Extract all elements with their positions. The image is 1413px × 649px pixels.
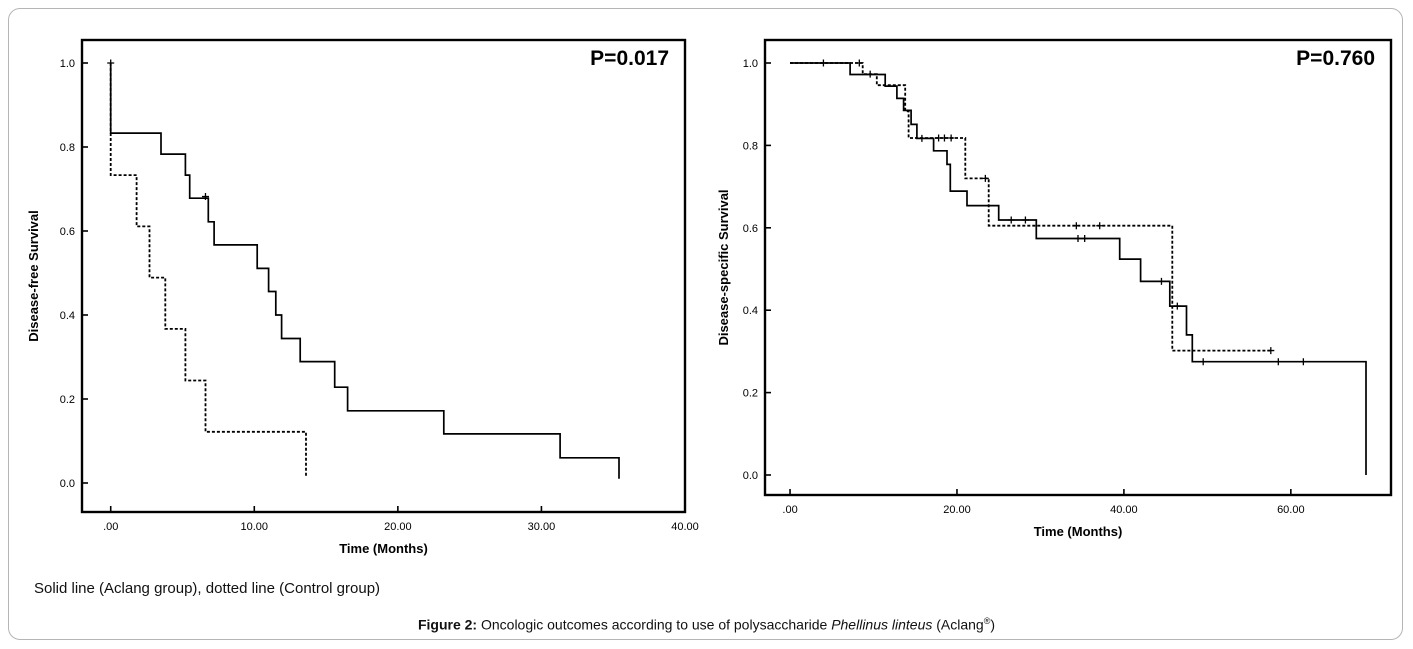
- dss-ytick-label: 0.2: [743, 388, 758, 400]
- dss-ytick-label: 0.6: [743, 223, 758, 235]
- dss-censor-mark: [981, 174, 989, 182]
- dss-censor-mark: [1021, 216, 1029, 224]
- dfs-ytick-label: 0.2: [60, 394, 75, 406]
- dfs-ytick-label: 0.6: [60, 226, 75, 238]
- dss-censor-mark: [1157, 277, 1165, 285]
- dss-censor-mark: [1274, 358, 1282, 366]
- caption-species: Phellinus linteus: [831, 616, 933, 633]
- dss-censor-mark: [866, 70, 874, 78]
- dss-censor-mark: [1096, 222, 1104, 230]
- dss-ytick-label: 0.0: [743, 470, 758, 482]
- dss-xtick-label: 20.00: [943, 504, 971, 516]
- dss-censor-mark: [935, 134, 943, 142]
- dss-censor-mark: [1267, 347, 1275, 355]
- dss-xlabel: Time (Months): [1034, 524, 1123, 539]
- caption-text: Oncologic outcomes according to use of p…: [480, 616, 828, 633]
- dfs-xtick-label: 30.00: [528, 521, 556, 533]
- dss-series-control-line: [790, 62, 1270, 352]
- dfs-xtick-label: .00: [103, 521, 118, 533]
- dss-ylabel: Disease-specific Survival: [716, 189, 731, 345]
- dfs-xlabel: Time (Months): [339, 541, 428, 556]
- dfs-ytick-label: 0.0: [60, 478, 75, 490]
- figure-frame: [8, 8, 1403, 640]
- dss-censor-mark: [940, 134, 948, 142]
- dfs-ylabel: Disease-free Survival: [26, 210, 41, 342]
- dss-censor-mark: [1299, 358, 1307, 366]
- legend-note: Solid line (Aclang group), dotted line (…: [34, 580, 381, 597]
- dss-ytick-label: 0.8: [743, 140, 758, 152]
- dfs-ytick-label: 0.8: [60, 142, 75, 154]
- caption-reg: ®: [983, 616, 991, 626]
- dss-ytick-label: 1.0: [743, 58, 758, 70]
- caption-label: Figure 2:: [417, 616, 478, 633]
- dfs-censor-mark: [201, 193, 209, 201]
- dfs-p-value: P=0.017: [590, 47, 669, 70]
- dfs-xtick-label: 10.00: [241, 521, 269, 533]
- dss-series-aclang-line: [790, 62, 1367, 475]
- dfs-series-control-line: [109, 63, 307, 477]
- dss-xtick-label: 40.00: [1110, 504, 1138, 516]
- disease-free-survival-chart: 0.0 0.2 0.4 0.6 0.8 1.0 .00 10.00 20.00 30.00 40.0…: [26, 38, 699, 556]
- dss-censor-mark: [1199, 358, 1207, 366]
- dss-xtick-label: 60.00: [1277, 504, 1305, 516]
- dfs-ytick-label: 0.4: [60, 310, 75, 322]
- dss-censor-mark: [947, 134, 955, 142]
- dss-plot-frame: [763, 38, 1393, 497]
- dss-p-value: P=0.760: [1296, 47, 1375, 70]
- caption-open: (Aclang: [936, 616, 984, 633]
- dfs-ytick-label: 1.0: [60, 58, 75, 70]
- dss-censor-mark: [855, 59, 863, 67]
- dss-censor-mark: [1074, 235, 1082, 243]
- caption-close: ): [990, 616, 996, 633]
- dss-censor-mark: [1081, 235, 1089, 243]
- dss-censor-mark: [1173, 302, 1181, 310]
- dfs-plot-frame: [80, 38, 687, 514]
- figure-caption: Figure 2: Oncologic outcomes according t…: [0, 616, 1413, 633]
- dfs-xtick-label: 40.00: [671, 521, 699, 533]
- dss-ytick-label: 0.4: [743, 305, 758, 317]
- disease-specific-survival-chart: 0.0 0.2 0.4 0.6 0.8 1.0 .00 20.00 40.00 60.00 Time…: [716, 38, 1393, 539]
- dss-censor-mark: [1007, 216, 1015, 224]
- dss-censor-mark: [1072, 222, 1080, 230]
- dfs-xtick-label: 20.00: [384, 521, 412, 533]
- dss-xtick-label: .00: [782, 504, 797, 516]
- dfs-series-aclang-line: [109, 63, 620, 479]
